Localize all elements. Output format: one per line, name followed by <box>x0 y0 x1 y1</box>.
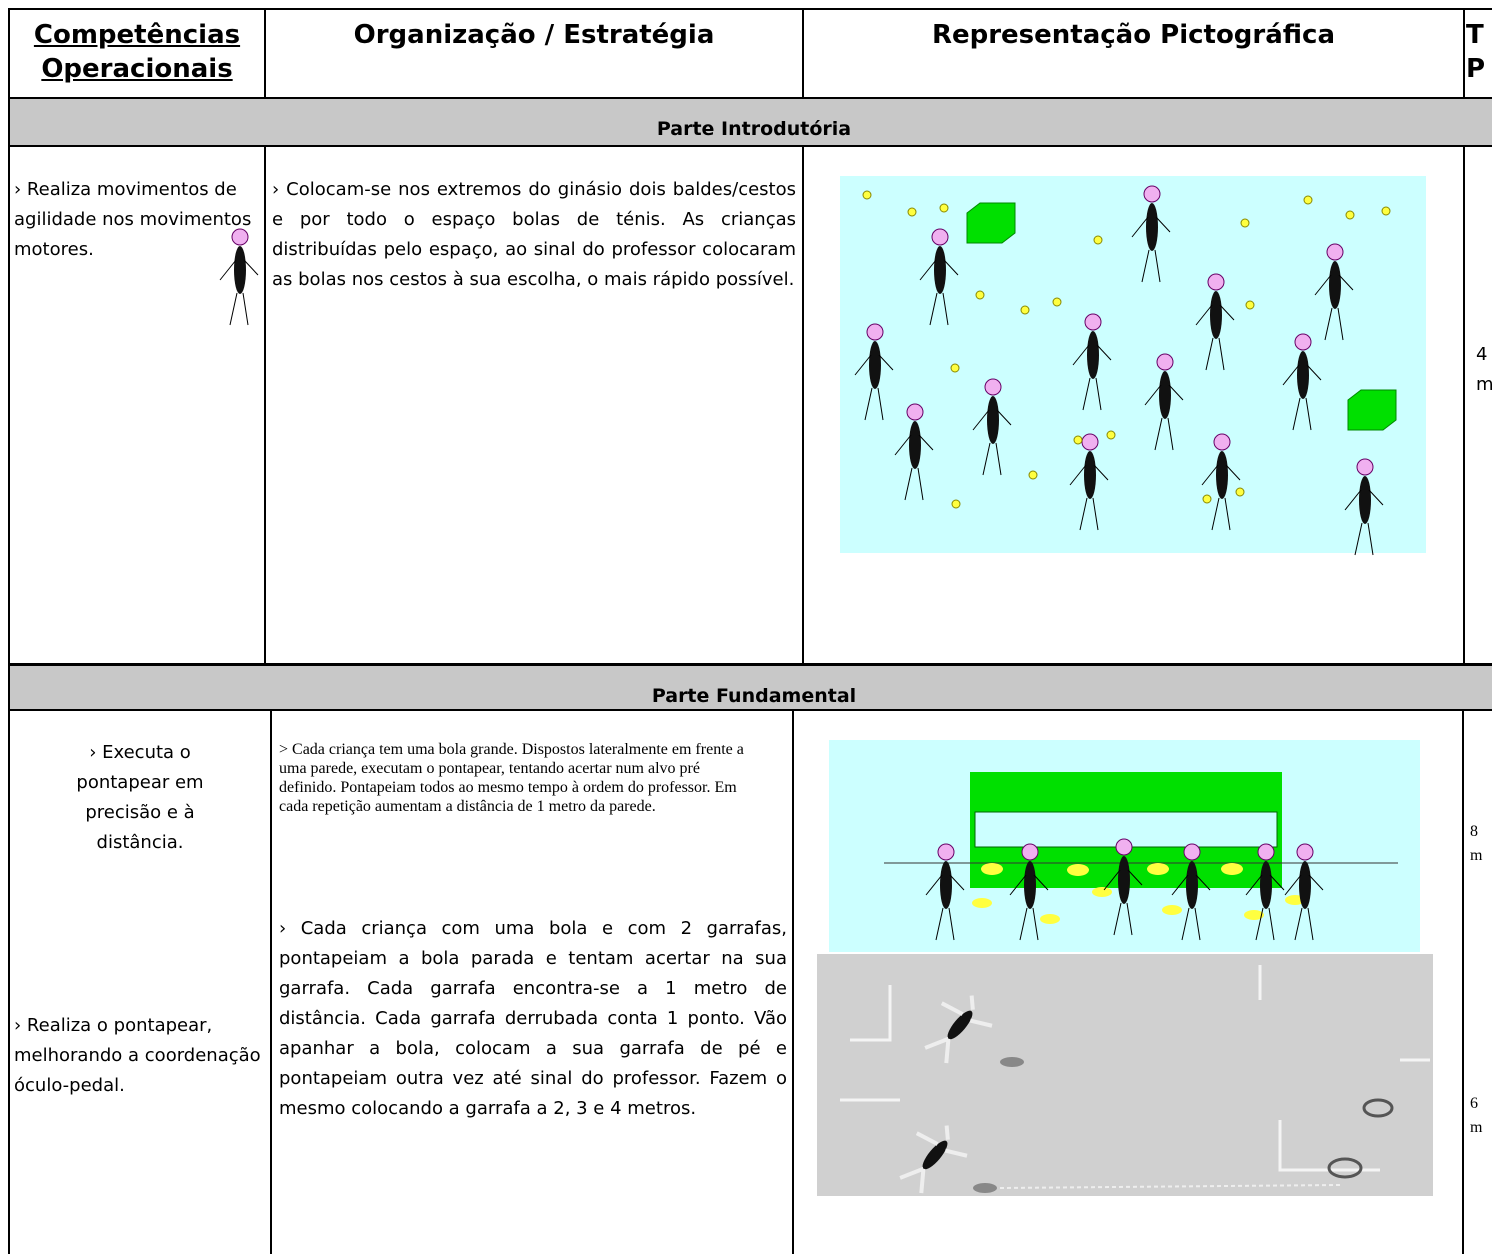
border <box>8 145 1492 147</box>
border <box>1462 710 1464 1254</box>
picture-1 <box>219 176 1426 556</box>
competency: › Realiza movimentos de agilidade nos mo… <box>14 179 252 260</box>
picture-2 <box>829 740 1420 952</box>
section-title: Parte Fundamental <box>651 685 857 707</box>
border <box>8 8 1492 10</box>
time-text: 4 <box>1476 344 1488 365</box>
border <box>1463 145 1465 665</box>
border <box>8 709 1492 711</box>
border <box>8 97 1492 99</box>
header-text: P <box>1466 54 1486 84</box>
time-text: m <box>1476 374 1492 395</box>
strategy: › Colocam-se nos extremos do ginásio doi… <box>272 179 796 290</box>
time-text: 6 <box>1470 1095 1478 1112</box>
section-bar: Parte Introdutória <box>8 98 1492 145</box>
section-title: Parte Introdutória <box>656 118 852 140</box>
header-cell: Competências Operacionais <box>10 18 264 86</box>
border <box>802 145 804 665</box>
border <box>264 8 266 98</box>
border <box>264 145 266 665</box>
border <box>802 8 804 98</box>
time-text: 8 <box>1470 823 1478 840</box>
border <box>1463 8 1465 98</box>
border <box>270 710 272 1254</box>
strategy: › Cada criança com uma bola e com 2 garr… <box>279 918 787 1119</box>
border <box>8 663 1492 666</box>
header-text: Representação Pictográfica <box>931 20 1336 50</box>
section-bar: Parte Fundamental <box>8 665 1492 710</box>
time-text: m <box>1470 1119 1483 1136</box>
time-text: m <box>1470 847 1483 864</box>
header-cell: Representação Pictográfica <box>804 18 1463 52</box>
header-text: T <box>1466 20 1484 50</box>
border <box>8 8 10 1254</box>
header-text: Competências <box>33 20 241 50</box>
competency: › Realiza o pontapear, melhorando a coor… <box>14 1015 261 1096</box>
header-cell: Organização / Estratégia <box>266 18 802 52</box>
header-text: Operacionais <box>41 54 233 84</box>
strategy: > Cada criança tem uma bola grande. Disp… <box>279 741 744 815</box>
header-text: Organização / Estratégia <box>353 20 715 50</box>
picture-3 <box>817 954 1433 1196</box>
competency: › Executa o pontapear em precisão e à di… <box>76 742 204 853</box>
border <box>792 710 794 1254</box>
